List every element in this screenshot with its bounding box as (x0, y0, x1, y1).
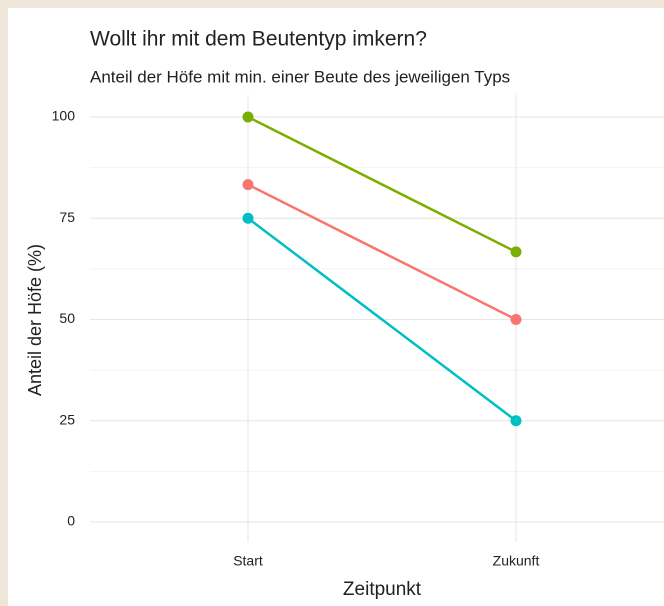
point (510, 246, 522, 258)
y-tick-label: 25 (59, 411, 75, 427)
x-tick-label: Zukunft (493, 553, 540, 569)
series-line (247, 217, 517, 422)
y-tick-label: 0 (67, 513, 75, 529)
point (510, 415, 522, 427)
y-tick-label: 75 (59, 209, 75, 225)
series-line (247, 183, 517, 321)
chart-title: Wollt ihr mit dem Beutentyp imkern? (90, 28, 427, 51)
y-axis-label: Anteil der Höfe (%) (25, 244, 45, 396)
series-line (247, 115, 517, 253)
point (242, 179, 254, 191)
panel (8, 8, 664, 606)
chart-subtitle: Anteil der Höfe mit min. einer Beute des… (90, 67, 510, 86)
y-tick-label: 100 (52, 108, 76, 124)
point (242, 212, 254, 224)
point (510, 314, 522, 325)
x-tick-label: Start (233, 553, 263, 569)
y-tick-label: 50 (59, 310, 75, 326)
x-axis-label: Zeitpunkt (343, 579, 422, 600)
point (242, 111, 254, 123)
